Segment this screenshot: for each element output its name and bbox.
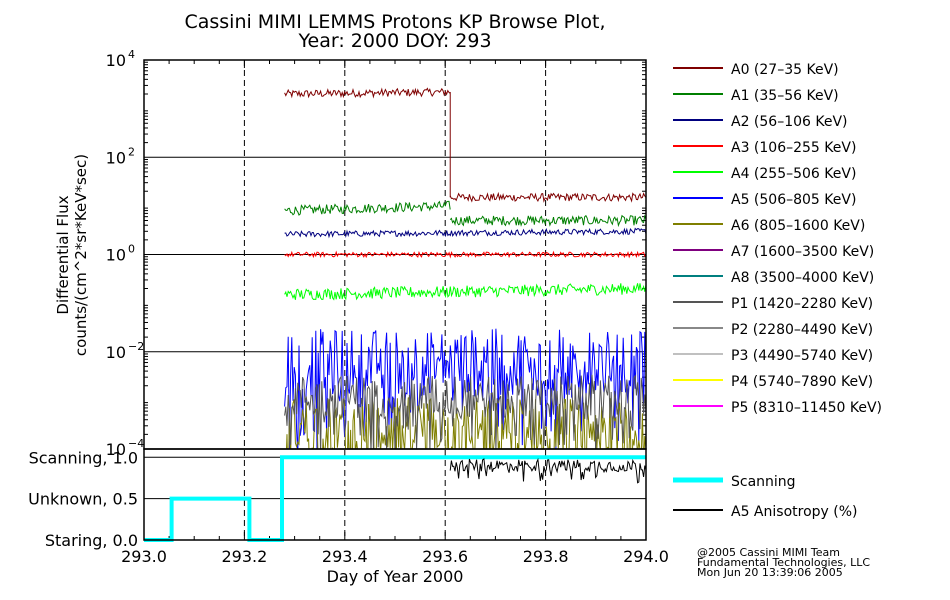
x-tick-label: 293.8 (523, 547, 569, 566)
y-tick-label: 10 (106, 343, 126, 362)
legend-label: A8 (3500–4000 KeV) (731, 270, 874, 286)
y-axis-label-line2: counts/(cm^2*sr*KeV*sec) (72, 154, 90, 356)
bottom-y-tick-label: Unknown, 0.5 (28, 490, 138, 509)
footer-copyright: @2005 Cassini MIMI Team (697, 546, 840, 559)
legend-label: P1 (1420–2280 KeV) (731, 296, 873, 312)
footer-timestamp: Mon Jun 20 13:39:06 2005 (697, 566, 843, 579)
scanning-line (144, 455, 646, 542)
y-tick-exponent: 0 (128, 243, 135, 256)
y-tick-exponent: 2 (128, 145, 135, 158)
legend-label: P5 (8310–11450 KeV) (731, 400, 882, 416)
legend-label: P2 (2280–4490 KeV) (731, 322, 873, 338)
bottom-y-tick-label: Scanning, 1.0 (29, 448, 138, 467)
y-tick-label: 10 (106, 246, 126, 265)
chart-title-line1: Cassini MIMI LEMMS Protons KP Browse Plo… (184, 11, 605, 33)
y-tick-label: 10 (106, 148, 126, 167)
series-line-p1 (284, 374, 646, 449)
legend-label: A0 (27–35 KeV) (731, 62, 839, 78)
anisotropy-line (449, 457, 647, 484)
y-tick-exponent: 4 (128, 48, 135, 61)
series-line-a1 (449, 214, 646, 228)
legend-label: A2 (56–106 KeV) (731, 114, 848, 130)
series-line-a1 (284, 200, 451, 216)
legend-label: A3 (106–255 KeV) (731, 140, 856, 156)
x-tick-label: 293.4 (322, 547, 368, 566)
x-tick-label: 293.2 (221, 547, 267, 566)
bottom-panel-frame (143, 448, 647, 541)
x-tick-label: 293.0 (121, 547, 167, 566)
series-line-a4 (284, 283, 646, 301)
legend-label: P4 (5740–7890 KeV) (731, 374, 873, 390)
legend-label: A5 Anisotropy (%) (731, 504, 858, 520)
y-axis-label-line1: Differential Flux (54, 195, 72, 314)
footer-company: Fundamental Technologies, LLC (697, 556, 870, 569)
legend-label: A1 (35–56 KeV) (731, 88, 839, 104)
y-tick-label: 10 (106, 51, 126, 70)
legend-label: A4 (255–506 KeV) (731, 166, 856, 182)
legend-label: P3 (4490–5740 KeV) (731, 348, 873, 364)
legend-label: A7 (1600–3500 KeV) (731, 244, 874, 260)
series-line-a6 (285, 397, 646, 449)
series-group (284, 87, 646, 449)
y-tick-exponent: −4 (128, 437, 144, 450)
legend-label: Scanning (731, 474, 796, 490)
bottom-y-tick-label: Staring, 0.0 (45, 531, 138, 550)
chart-title-line2: Year: 2000 DOY: 293 (297, 30, 491, 52)
y-tick-label: 10 (106, 440, 126, 459)
legend-label: A5 (506–805 KeV) (731, 192, 856, 208)
legend-label: A6 (805–1600 KeV) (731, 218, 865, 234)
y-tick-exponent: −2 (128, 340, 144, 353)
x-tick-label: 293.6 (422, 547, 468, 566)
series-line-a2 (284, 227, 646, 239)
series-line-a0 (284, 87, 451, 99)
series-line-a0 (449, 191, 646, 203)
x-axis-label: Day of Year 2000 (327, 567, 464, 586)
series-line-a3 (284, 250, 646, 259)
x-tick-label: 294.0 (623, 547, 669, 566)
